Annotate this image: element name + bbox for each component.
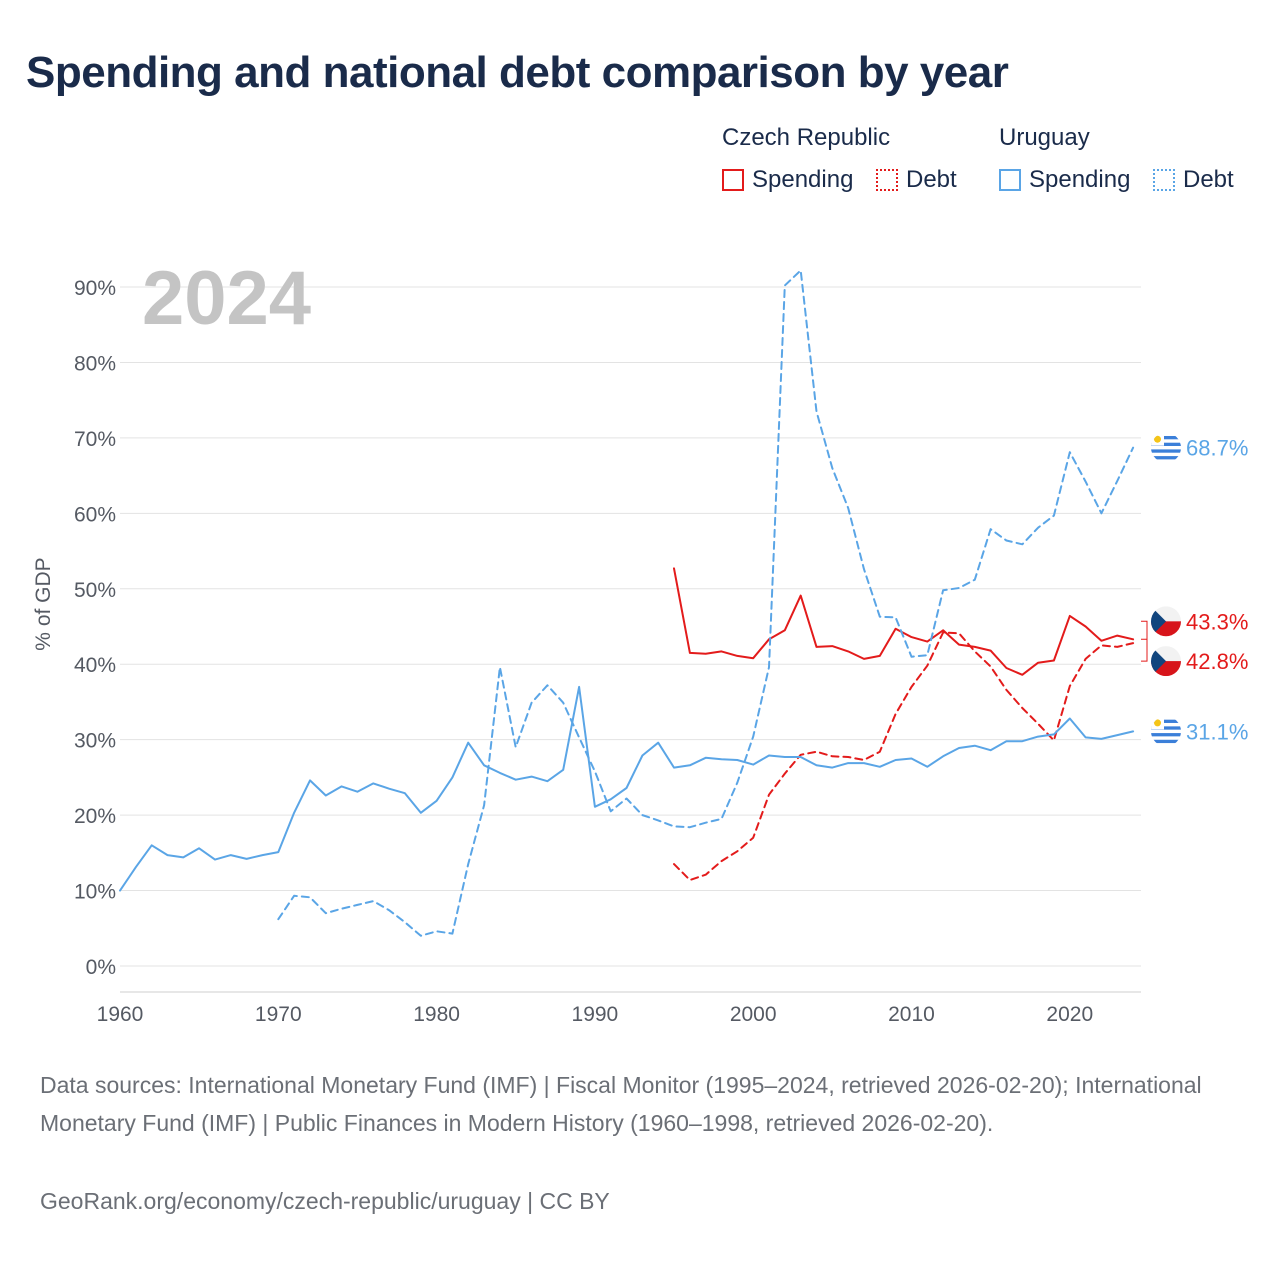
axes: 0% 10% 20% 30% 40% 50% 60% 70% 80% 90% 1960 1970 198…: [74, 277, 1141, 1026]
legend-czech-title: Czech Republic: [722, 124, 891, 151]
legend-czech-spending[interactable]: Spending: [722, 166, 853, 194]
y-tick-label: 60%: [74, 503, 116, 526]
y-tick-label: 0%: [86, 956, 116, 979]
end-label-czech-spending: 43.3%: [1186, 609, 1248, 634]
x-tick-label: 1970: [255, 1003, 302, 1026]
legend-swatch-solid: [999, 169, 1021, 191]
grid-lines: [120, 286, 1141, 967]
legend-czech-debt[interactable]: Debt: [876, 166, 957, 194]
y-tick-label: 80%: [74, 352, 116, 375]
legend-label: Spending: [752, 166, 854, 193]
uruguay-flag-icon: [1151, 432, 1181, 463]
end-label-czech-debt: 42.8%: [1186, 649, 1248, 674]
end-label-uruguay-debt: 68.7%: [1186, 436, 1248, 461]
end-labels: 68.7% 43.3% 42.8% 31.1%: [1141, 432, 1248, 747]
legend-uruguay-debt[interactable]: Debt: [1153, 166, 1234, 194]
y-tick-label: 10%: [74, 881, 116, 904]
y-tick-label: 90%: [74, 277, 116, 300]
y-axis-title: % of GDP: [32, 557, 55, 650]
x-tick-label: 2000: [730, 1003, 777, 1026]
x-tick-label: 1990: [572, 1003, 619, 1026]
series-lines: [119, 269, 1135, 937]
data-sources: Data sources: International Monetary Fun…: [40, 1072, 1202, 1136]
year-watermark: 2024: [142, 256, 311, 341]
legend-label: Debt: [906, 166, 957, 193]
label-bracket: [1141, 620, 1148, 662]
y-tick-label: 30%: [74, 730, 116, 753]
uruguay-flag-icon: [1151, 716, 1181, 747]
y-tick-label: 20%: [74, 805, 116, 828]
legend-swatch-dotted: [1153, 169, 1175, 191]
series-line-czech-republic-debt[interactable]: [673, 631, 1135, 881]
attribution-link[interactable]: GeoRank.org/economy/czech-republic/urugu…: [40, 1188, 610, 1214]
x-tick-label: 2020: [1046, 1003, 1093, 1026]
legend-label: Debt: [1183, 166, 1234, 193]
chart-title: Spending and national debt comparison by…: [26, 48, 1009, 97]
x-tick-label: 1980: [413, 1003, 460, 1026]
y-tick-label: 70%: [74, 428, 116, 451]
legend-swatch-solid: [722, 169, 744, 191]
series-line-uruguay-debt[interactable]: [277, 269, 1135, 937]
x-tick-label: 1960: [97, 1003, 144, 1026]
legend-uruguay-spending[interactable]: Spending: [999, 166, 1130, 194]
line-chart: 0% 10% 20% 30% 40% 50% 60% 70% 80% 90% 1960 1970 198…: [32, 256, 1248, 1026]
series-line-uruguay-spending[interactable]: [119, 685, 1135, 892]
y-tick-label: 50%: [74, 579, 116, 602]
legend-label: Spending: [1029, 166, 1131, 193]
legend-swatch-dotted: [876, 169, 898, 191]
series-line-czech-republic-spending[interactable]: [673, 567, 1135, 676]
x-tick-label: 2010: [888, 1003, 935, 1026]
end-label-uruguay-spending: 31.1%: [1186, 719, 1248, 744]
legend-uruguay-title: Uruguay: [999, 124, 1090, 151]
y-tick-label: 40%: [74, 654, 116, 677]
czech-flag-icon: [1151, 646, 1181, 677]
czech-flag-icon: [1151, 606, 1181, 637]
